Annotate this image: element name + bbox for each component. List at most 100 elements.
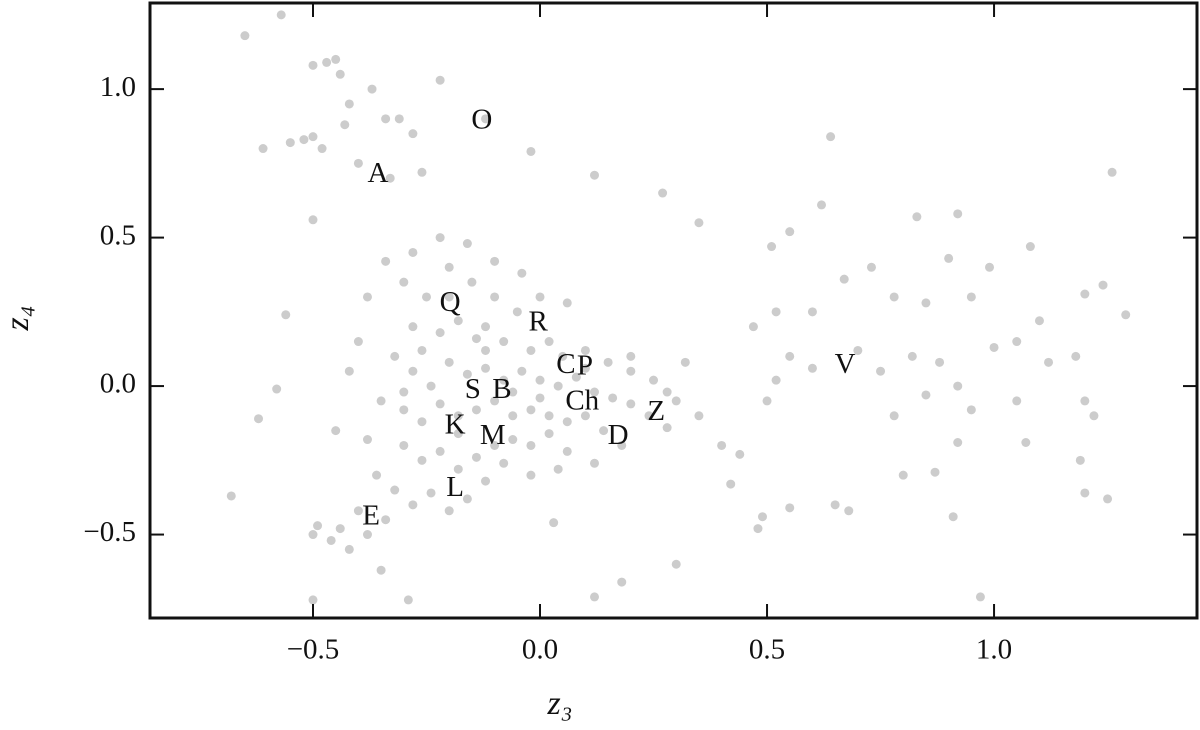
point	[372, 470, 382, 480]
point	[1098, 280, 1108, 290]
point	[853, 345, 863, 355]
point	[403, 595, 413, 605]
point	[866, 262, 876, 272]
point	[258, 144, 268, 154]
point	[807, 307, 817, 317]
point	[589, 592, 599, 602]
point	[662, 387, 672, 397]
point	[966, 405, 976, 415]
point	[435, 328, 445, 338]
point	[408, 366, 418, 376]
point	[362, 435, 372, 445]
point	[453, 429, 463, 439]
point	[839, 274, 849, 284]
point	[1075, 455, 1085, 465]
point	[549, 518, 559, 528]
point	[376, 396, 386, 406]
plot-frame	[148, 1, 1199, 620]
point	[907, 351, 917, 361]
point	[508, 387, 518, 397]
point	[308, 595, 318, 605]
annotation: A	[367, 157, 388, 189]
point	[748, 322, 758, 332]
point	[953, 437, 963, 447]
point	[562, 417, 572, 427]
y-tick-label: 1.0	[100, 71, 136, 103]
point	[417, 455, 427, 465]
point	[499, 337, 509, 347]
annotation: P	[577, 350, 593, 382]
point	[785, 351, 795, 361]
annotation: D	[608, 419, 629, 451]
point	[671, 559, 681, 569]
point	[453, 411, 463, 421]
point	[1034, 316, 1044, 326]
point	[526, 440, 536, 450]
point	[617, 440, 627, 450]
point	[1107, 167, 1117, 177]
point	[362, 292, 372, 302]
x-axis-label: z₃	[546, 685, 572, 722]
point	[1012, 396, 1022, 406]
annotation: V	[835, 348, 856, 380]
point	[408, 247, 418, 257]
point	[626, 351, 636, 361]
point	[272, 384, 282, 394]
annotation: K	[445, 409, 466, 441]
point	[481, 363, 491, 373]
point	[422, 292, 432, 302]
point	[930, 467, 940, 477]
y-tick-label: −0.5	[83, 516, 136, 548]
point	[353, 506, 363, 516]
point	[589, 458, 599, 468]
point	[948, 512, 958, 522]
point	[671, 396, 681, 406]
point	[308, 530, 318, 540]
point	[399, 277, 409, 287]
point	[335, 69, 345, 79]
point	[240, 31, 250, 41]
point	[344, 544, 354, 554]
point	[726, 479, 736, 489]
point	[944, 253, 954, 263]
annotation: Ch	[565, 385, 599, 417]
annotation: Z	[647, 395, 665, 427]
annotation: E	[362, 500, 380, 532]
point	[717, 440, 727, 450]
point	[426, 381, 436, 391]
point	[381, 515, 391, 525]
point	[281, 310, 291, 320]
point	[921, 298, 931, 308]
point	[471, 452, 481, 462]
point	[785, 503, 795, 513]
point	[381, 114, 391, 124]
y-tick-label: 0.5	[100, 219, 136, 251]
point	[553, 464, 563, 474]
point	[313, 521, 323, 531]
point	[435, 399, 445, 409]
point	[331, 54, 341, 64]
point	[535, 375, 545, 385]
point	[889, 292, 899, 302]
point	[453, 464, 463, 474]
point	[617, 577, 627, 587]
point	[471, 334, 481, 344]
point	[467, 277, 477, 287]
point	[807, 363, 817, 373]
point	[340, 120, 350, 130]
point	[344, 366, 354, 376]
point	[1080, 488, 1090, 498]
point	[526, 345, 536, 355]
point	[508, 435, 518, 445]
point	[544, 411, 554, 421]
axes: −0.5 0.0 0.5 1.0 −0.5 0.0 0.5 1.0	[83, 3, 1197, 666]
point	[953, 381, 963, 391]
point	[394, 114, 404, 124]
point	[490, 292, 500, 302]
y-tick-label: 0.0	[100, 368, 136, 400]
point	[517, 268, 527, 278]
annotation: Q	[440, 286, 461, 318]
point	[1080, 396, 1090, 406]
point	[785, 227, 795, 237]
point	[535, 292, 545, 302]
